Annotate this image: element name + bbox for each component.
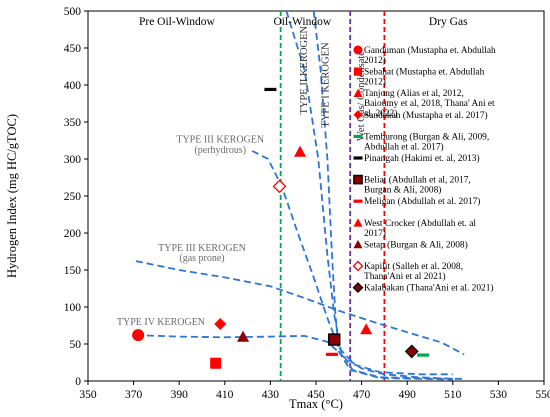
legend-label-line: Sandakan (Mustapha et al. 2017)	[364, 110, 488, 121]
zone-label-3: Dry Gas	[429, 16, 468, 28]
legend-label-2: Sebahat (Mustapha et. Abdullah 2012)	[364, 67, 485, 88]
legend-marker-10	[353, 239, 363, 249]
y-tick-label: 150	[64, 265, 82, 277]
y-axis-label: Hydrogen Index (mg HC/gTOC)	[5, 114, 19, 278]
legend-label-line: Baioumy et al, 2018, Thana' Ani et	[364, 99, 495, 109]
x-tick-label: 450	[307, 389, 325, 401]
data-point-6-1	[264, 87, 277, 92]
legend-label-5: Temburong (Burgan & Ali, 2009, Abdullah e…	[364, 131, 489, 152]
legend-marker-2	[353, 67, 363, 76]
legend-label-line: Thana'Ani et al 2021)	[364, 271, 446, 282]
legend-label-4: Sandakan (Mustapha et al. 2017)	[364, 110, 488, 121]
legend-marker-7	[353, 174, 363, 185]
legend-label-line: Sebahat (Mustapha et. Abdullah	[364, 67, 485, 78]
legend-label-line: Abdullah et al. 2017)	[364, 141, 444, 152]
x-tick-label: 510	[444, 389, 462, 401]
x-tick-label: 410	[216, 389, 234, 401]
data-point-2-1	[210, 357, 222, 369]
data-point-3-1	[294, 145, 307, 157]
curve-label: TYPE III KEROGEN	[176, 135, 264, 146]
legend-label-line: Beliat (Abdullah et al, 2017,	[364, 175, 471, 186]
data-point-10-1	[237, 330, 250, 342]
legend-label-line: 2012)	[364, 55, 386, 66]
data-point-1-1	[132, 329, 145, 342]
legend-marker-3	[353, 88, 363, 98]
legend-marker-4	[353, 110, 363, 120]
rotated-curve-label: TYPE I KEROGEN	[321, 42, 332, 128]
legend-marker-12	[352, 282, 364, 294]
curve-label: (gas prone)	[179, 253, 224, 264]
y-tick-label: 350	[64, 117, 82, 129]
legend-marker-9	[353, 218, 363, 227]
data-point-12-1	[404, 344, 419, 359]
y-tick-label: 200	[64, 228, 82, 240]
type-iii-gas-prone-curve	[135, 260, 465, 356]
rotated-curve-label: TYPE II KEROGEN	[299, 25, 310, 114]
legend-marker-11	[352, 260, 364, 272]
legend-label-line: Tanjong (Alias et al, 2012,	[364, 88, 464, 99]
x-tick-label: 350	[79, 389, 97, 401]
data-point-4-1	[214, 318, 227, 331]
x-tick-label: 390	[171, 389, 189, 401]
legend-label-line: 2012)	[364, 77, 386, 88]
data-point-8-1	[325, 352, 338, 356]
zone-label-1: Pre Oil-Window	[139, 16, 216, 28]
y-tick-label: 450	[64, 43, 82, 55]
curve-label: TYPE III KEROGEN	[158, 243, 246, 254]
x-tick-label: 530	[490, 389, 508, 401]
legend-label-7: Beliat (Abdullah et al, 2017, Burgan & Al…	[364, 175, 471, 196]
legend-marker-5	[353, 134, 363, 138]
legend-label-line: Kalabakan (Thana'Ani et al. 2021)	[364, 283, 494, 294]
legend-label-3: Tanjong (Alias et al, 2012, Baioumy et al…	[364, 88, 495, 119]
data-point-7-1	[328, 333, 341, 346]
legend-marker-6	[353, 156, 363, 160]
y-tick-label: 250	[64, 191, 82, 203]
legend-label-6: Pinangah (Hakimi et. al, 2013)	[364, 153, 480, 164]
legend-label-12: Kalabakan (Thana'Ani et al. 2021)	[364, 283, 494, 294]
legend-label-line: Pinangah (Hakimi et. al, 2013)	[364, 153, 480, 164]
curve-label: TYPE IV KEROGEN	[117, 317, 205, 328]
type-iv-kerogen-curve	[135, 334, 465, 380]
legend-label-1: Ganduman (Mustapha et. Abdullah 2012)	[364, 45, 496, 66]
type-i-kerogen-curve	[312, 11, 453, 381]
x-tick-label: 550	[535, 389, 550, 401]
data-point-5-1	[417, 353, 430, 357]
legend-label-line: 2017)	[364, 228, 386, 239]
legend-label-line: Ganduman (Mustapha et. Abdullah	[364, 45, 496, 56]
legend-label-line: Temburong (Burgan & Ali, 2009,	[364, 131, 489, 142]
x-tick-label: 490	[399, 389, 417, 401]
y-tick-label: 500	[64, 6, 82, 18]
legend-label-9: West Crocker (Abdullah et. al 2017)	[364, 218, 476, 239]
y-tick-label: 50	[70, 339, 82, 351]
x-tick-label: 370	[125, 389, 143, 401]
y-tick-label: 100	[64, 302, 82, 314]
legend-label-line: Meligan (Abdullah et al. 2017)	[364, 196, 480, 207]
curve-label: (perhydrous)	[194, 145, 246, 156]
legend-label-line: Burgan & Ali, 2008)	[364, 185, 441, 196]
legend-label-line: West Crocker (Abdullah et. al	[364, 218, 476, 229]
legend-label-8: Meligan (Abdullah et al. 2017)	[364, 196, 480, 207]
y-tick-label: 400	[64, 80, 82, 92]
type-ii-kerogen-curve	[285, 11, 453, 380]
legend-label-11: Kapilit (Salleh et al. 2008, Thana'Ani et…	[364, 261, 463, 282]
legend-marker-1	[353, 45, 363, 55]
type-iii-perhydrous-curve	[251, 150, 453, 376]
legend-label-10: Setap (Burgan & Ali, 2008)	[364, 239, 468, 250]
legend-label-line: Setap (Burgan & Ali, 2008)	[364, 239, 468, 250]
y-tick-label: 300	[64, 154, 82, 166]
data-point-11-1	[272, 179, 287, 194]
legend-marker-8	[353, 199, 363, 203]
x-tick-label: 430	[262, 389, 280, 401]
data-point-3-2	[360, 323, 373, 335]
y-tick-label: 0	[75, 376, 81, 388]
legend-label-line: Kapilit (Salleh et al. 2008,	[364, 261, 463, 272]
legend-label-line: al, 2022)	[364, 108, 397, 119]
x-axis-label: Tmax (°C)	[289, 397, 343, 411]
zone-label-2: Oil-Window	[273, 16, 331, 28]
x-tick-label: 470	[353, 389, 371, 401]
